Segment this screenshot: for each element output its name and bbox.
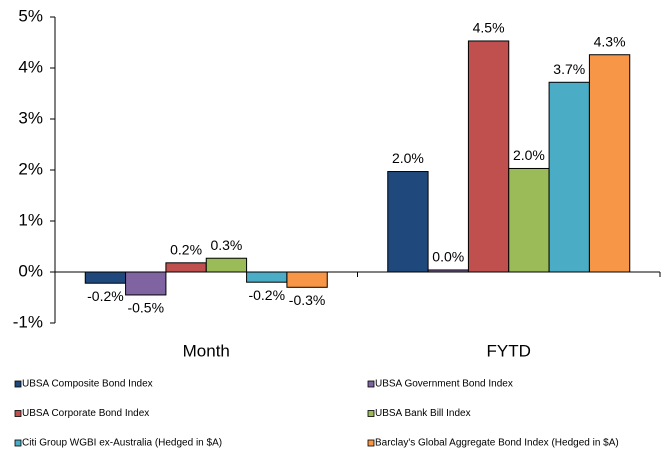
y-tick-label: 1% <box>18 210 43 229</box>
y-tick-label: 0% <box>18 261 43 280</box>
bar <box>205 257 248 273</box>
y-tick-label: 4% <box>18 57 43 76</box>
bar <box>467 40 510 273</box>
legend-swatch <box>367 439 375 447</box>
legend-label: Citi Group WGBI ex-Australia (Hedged in … <box>22 438 222 449</box>
bar <box>125 271 167 296</box>
x-tick-label: FYTD <box>487 341 531 360</box>
legend-label: UBSA Government Bond Index <box>375 379 513 390</box>
data-label: 3.7% <box>553 61 585 77</box>
bar <box>387 171 429 273</box>
data-label: 4.3% <box>594 33 626 49</box>
y-tick-label: 5% <box>18 6 43 25</box>
bar <box>508 167 550 273</box>
data-label: -0.3% <box>289 292 326 308</box>
bar <box>427 269 469 273</box>
legend-label: UBSA Composite Bond Index <box>22 379 153 390</box>
legend-swatch <box>367 380 375 388</box>
bar <box>548 81 590 273</box>
bar <box>165 262 207 273</box>
data-label: -0.5% <box>127 300 164 316</box>
legend-swatch <box>14 439 22 447</box>
x-tick-label: Month <box>183 341 230 360</box>
legend-swatch <box>367 410 375 417</box>
data-label: 2.0% <box>392 150 424 166</box>
data-label: 0.3% <box>210 237 242 253</box>
bar <box>246 271 288 283</box>
bar <box>84 271 127 284</box>
data-label: 2.0% <box>513 147 545 163</box>
data-label: 4.5% <box>473 20 505 36</box>
legend-label: UBSA Bank Bill Index <box>375 408 471 419</box>
y-tick-label: 2% <box>18 159 43 178</box>
y-tick-label: -1% <box>13 312 43 331</box>
legend-swatch <box>14 380 22 388</box>
y-tick-label: 3% <box>18 108 43 127</box>
data-label: 0.2% <box>170 242 202 258</box>
legend-swatch <box>14 410 22 417</box>
legend-label: Barclay's Global Aggregate Bond Index (H… <box>375 438 619 449</box>
data-label: 0.0% <box>432 249 464 265</box>
data-label: -0.2% <box>248 287 285 303</box>
data-label: -0.2% <box>87 288 124 304</box>
bar <box>588 54 631 273</box>
bar <box>286 271 328 288</box>
legend-label: UBSA Corporate Bond Index <box>22 408 149 419</box>
